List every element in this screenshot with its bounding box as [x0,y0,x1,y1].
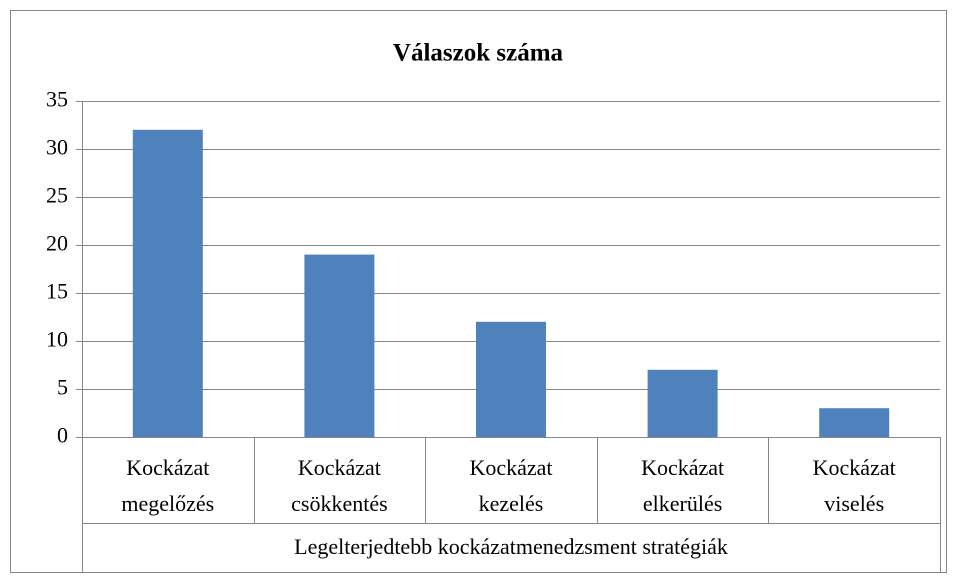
x-tick-label: viselés [824,491,884,516]
x-tick-label: elkerülés [643,491,722,516]
bar [819,408,890,437]
y-tick-label: 5 [57,375,68,400]
x-tick-label: csökkentés [291,491,388,516]
chart-title: Válaszok száma [393,40,564,67]
x-tick-label: Kockázat [469,455,552,480]
x-tick-label: kezelés [479,491,544,516]
y-tick-label: 0 [57,423,68,448]
y-tick-label: 25 [46,183,68,208]
bar [132,129,203,438]
y-tick-label: 20 [46,231,68,256]
x-tick-label: Kockázat [813,455,896,480]
x-tick-label: Kockázat [126,455,209,480]
x-tick-label: Kockázat [298,455,381,480]
x-tick-label: Kockázat [641,455,724,480]
y-tick-label: 15 [46,279,68,304]
y-tick-label: 35 [46,87,68,112]
bar [476,321,546,437]
bar [304,254,375,437]
category-group-label: Legelterjedtebb kockázatmenedzsment stra… [294,534,728,559]
x-tick-label: megelőzés [121,491,214,516]
y-tick-label: 30 [46,135,68,160]
y-tick-label: 10 [46,327,68,352]
bar [647,369,718,437]
